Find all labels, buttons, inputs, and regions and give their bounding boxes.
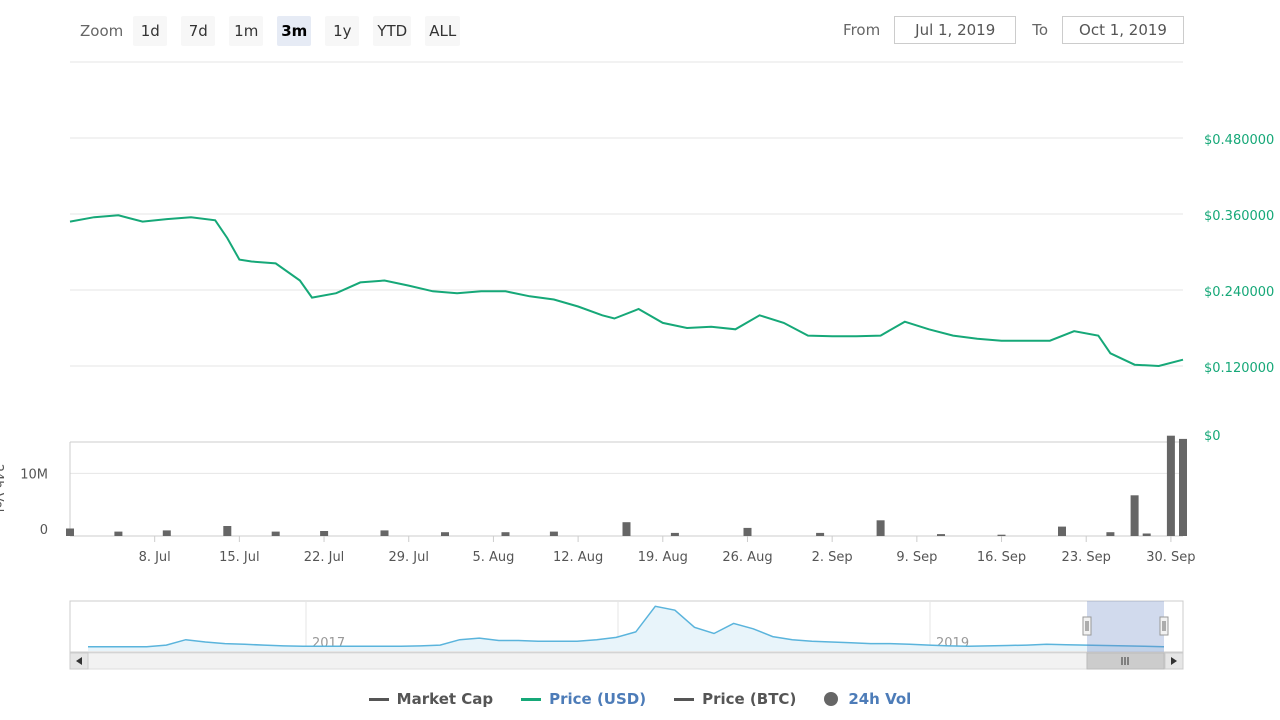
price-axis-tick: $0.240000	[1204, 285, 1274, 300]
legend-price-usd-label: Price (USD)	[549, 690, 647, 708]
market-cap-line-icon	[368, 697, 389, 701]
volume-bar	[1106, 532, 1115, 536]
legend: Market Cap Price (USD) Price (BTC) 24h V…	[0, 690, 1280, 708]
volume-bar	[1166, 435, 1175, 536]
navigator-handle-icon[interactable]	[1159, 616, 1169, 636]
price-axis-tick: $0	[1204, 429, 1221, 444]
volume-bar	[816, 532, 825, 536]
date-range: From To	[827, 16, 1184, 44]
volume-axis-tick: 10M	[20, 467, 48, 482]
volume-bar	[320, 531, 329, 536]
x-axis-tick-label: 16. Sep	[977, 550, 1026, 565]
legend-market-cap-label: Market Cap	[396, 690, 494, 708]
x-axis-tick-label: 30. Sep	[1146, 550, 1195, 565]
volume-bar	[380, 530, 389, 536]
x-axis-tick-label: 9. Sep	[896, 550, 937, 565]
x-axis-tick-label: 2. Sep	[812, 550, 853, 565]
volume-bar	[670, 532, 679, 536]
volume-bar	[501, 532, 510, 536]
price-axis-tick: $0.360000	[1204, 209, 1274, 224]
x-axis-tick-label: 8. Jul	[139, 550, 171, 565]
navigator-area	[88, 606, 1164, 651]
legend-price-btc[interactable]: Price (BTC)	[674, 690, 796, 708]
volume-bar	[622, 522, 631, 536]
to-label: To	[1032, 21, 1048, 39]
volume-dot-icon	[824, 692, 839, 706]
legend-price-usd[interactable]: Price (USD)	[521, 690, 646, 708]
zoom-1d-button[interactable]: 1d	[133, 16, 168, 46]
scroll-left-arrow-icon[interactable]	[69, 652, 89, 670]
volume-bar	[1142, 533, 1151, 536]
x-axis-tick-label: 19. Aug	[638, 550, 688, 565]
volume-bar	[743, 527, 752, 536]
x-axis-tick-label: 26. Aug	[722, 550, 772, 565]
zoom-ytd-button[interactable]: YTD	[373, 16, 412, 46]
price-axis-tick: $0.480000	[1204, 133, 1274, 148]
legend-market-cap[interactable]: Market Cap	[368, 690, 494, 708]
volume-bar	[162, 530, 171, 536]
legend-price-btc-label: Price (BTC)	[702, 690, 797, 708]
x-axis-tick-label: 29. Jul	[388, 550, 429, 565]
x-axis-tick-label: 15. Jul	[219, 550, 260, 565]
zoom-1m-button[interactable]: 1m	[229, 16, 264, 46]
to-date-input[interactable]	[1062, 16, 1184, 44]
navigator-handle-icon[interactable]	[1082, 616, 1092, 636]
volume-bar	[114, 531, 123, 536]
zoom-controls: Zoom 1d 7d 1m 3m 1y YTD ALL	[72, 14, 474, 48]
legend-24h-vol[interactable]: 24h Vol	[824, 690, 911, 708]
volume-bar	[1179, 438, 1187, 536]
volume-bar	[271, 531, 280, 536]
volume-bar	[549, 531, 558, 536]
legend-24h-vol-label: 24h Vol	[848, 690, 912, 708]
x-axis-tick-label: 12. Aug	[553, 550, 603, 565]
x-axis-tick-label: 22. Jul	[304, 550, 345, 565]
volume-bar	[997, 534, 1006, 536]
price-btc-line-icon	[674, 697, 695, 701]
x-axis-tick-label: 5. Aug	[472, 550, 514, 565]
zoom-all-button[interactable]: ALL	[425, 16, 461, 46]
zoom-7d-button[interactable]: 7d	[181, 16, 216, 46]
volume-bar	[441, 532, 449, 536]
volume-bar	[937, 534, 945, 536]
price-usd-line-icon	[521, 697, 542, 701]
scroll-right-arrow-icon[interactable]	[1164, 652, 1184, 670]
volume-bar	[1058, 526, 1066, 536]
volume-bar	[66, 528, 74, 536]
navigator-line	[88, 605, 1165, 648]
price-axis-tick: $0.120000	[1204, 361, 1274, 376]
volume-bar	[1130, 495, 1139, 536]
scrollbar-track	[69, 652, 1184, 670]
from-date-input[interactable]	[894, 16, 1017, 44]
zoom-1y-button[interactable]: 1y	[325, 16, 360, 46]
x-axis-tick-label: 23. Sep	[1062, 550, 1111, 565]
volume-bar	[223, 526, 232, 536]
from-label: From	[843, 21, 881, 39]
volume-axis-label: 24h Vol	[0, 464, 5, 512]
zoom-label: Zoom	[80, 22, 124, 40]
price-usd-line	[69, 214, 1184, 368]
volume-axis-tick: 0	[40, 523, 48, 538]
navigator-selection	[1087, 601, 1164, 652]
volume-bar	[876, 520, 885, 536]
zoom-3m-button[interactable]: 3m	[277, 16, 312, 46]
